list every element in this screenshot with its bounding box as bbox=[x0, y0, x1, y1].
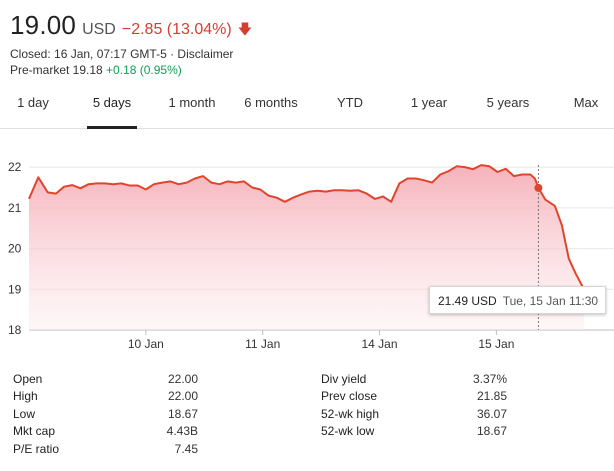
x-tick-label: 10 Jan bbox=[128, 337, 164, 351]
stat-row-low: Low 18.67 bbox=[13, 407, 198, 424]
tab-ytd[interactable]: YTD bbox=[337, 95, 363, 110]
stat-row-open: Open 22.00 bbox=[13, 372, 198, 389]
y-tick-label: 21 bbox=[8, 201, 22, 215]
stat-label: P/E ratio bbox=[13, 441, 60, 456]
disclaimer-link[interactable]: Disclaimer bbox=[177, 47, 234, 61]
current-price: 19.00 bbox=[10, 10, 77, 40]
stat-label: 52-wk low bbox=[321, 424, 375, 439]
tab-1-day[interactable]: 1 day bbox=[17, 95, 49, 110]
stat-label: Prev close bbox=[321, 389, 378, 404]
stat-row-div-yield: Div yield 3.37% bbox=[321, 372, 507, 389]
stat-value: 3.37% bbox=[472, 372, 507, 386]
stat-label: Mkt cap bbox=[13, 424, 56, 439]
stat-value: 4.43B bbox=[166, 424, 198, 439]
tooltip-date: Tue, 15 Jan 11:30 bbox=[502, 294, 599, 308]
stat-value: 7.45 bbox=[174, 441, 198, 456]
tab-1-year[interactable]: 1 year bbox=[410, 95, 448, 110]
highlight-point bbox=[534, 183, 543, 192]
stat-row-pe-ratio: P/E ratio 7.45 bbox=[13, 442, 198, 459]
stat-row-52wk-low: 52-wk low 18.67 bbox=[321, 424, 507, 441]
y-axis: 18 19 20 21 22 bbox=[8, 160, 22, 337]
tooltip-price: 21.49 USD bbox=[438, 294, 497, 308]
price-chart[interactable]: 10 Jan 11 Jan 14 Jan 15 Jan 18 19 20 21 22 bbox=[0, 150, 614, 360]
y-tick-label: 19 bbox=[8, 282, 22, 296]
tab-max[interactable]: Max bbox=[573, 95, 599, 110]
stat-label: Low bbox=[13, 406, 36, 421]
stat-value: 36.07 bbox=[476, 406, 507, 421]
stat-value: 22.00 bbox=[167, 372, 198, 386]
tab-5-years[interactable]: 5 years bbox=[486, 95, 530, 110]
tab-6-months[interactable]: 6 months bbox=[244, 95, 298, 110]
tab-5-days[interactable]: 5 days bbox=[87, 86, 137, 129]
quote-header: 19.00 USD −2.85 (13.04%) 🡇 Closed: 16 Ja… bbox=[10, 10, 252, 77]
tab-1-month[interactable]: 1 month bbox=[168, 95, 216, 110]
stat-row-high: High 22.00 bbox=[13, 389, 198, 406]
stat-label: High bbox=[13, 389, 38, 404]
arrow-down-icon: 🡇 bbox=[237, 21, 253, 37]
stats-right: Div yield 3.37% Prev close 21.85 52-wk hig… bbox=[321, 372, 507, 442]
price-line bbox=[28, 164, 585, 290]
y-tick-label: 18 bbox=[8, 323, 22, 337]
closed-info: Closed: 16 Jan, 07:17 GMT-5 · Disclaimer bbox=[10, 47, 252, 61]
stats-left: Open 22.00 High 22.00 Low 18.67 Mkt cap 4.43… bbox=[13, 372, 198, 459]
stat-label: Div yield bbox=[321, 372, 367, 386]
price-row: 19.00 USD −2.85 (13.04%) 🡇 bbox=[10, 10, 252, 43]
stat-label: Open bbox=[13, 372, 43, 386]
stat-value: 21.85 bbox=[476, 389, 507, 404]
x-tick-label: 15 Jan bbox=[478, 337, 514, 351]
range-tabs: 1 day 5 days 1 month 6 months YTD 1 year… bbox=[0, 86, 614, 129]
stat-row-52wk-high: 52-wk high 36.07 bbox=[321, 407, 507, 424]
x-tick-label: 11 Jan bbox=[245, 337, 280, 351]
currency-label: USD bbox=[82, 21, 116, 38]
price-change: −2.85 (13.04%) bbox=[121, 21, 232, 38]
chart-tooltip: 21.49 USD Tue, 15 Jan 11:30 bbox=[429, 286, 606, 314]
closed-text: Closed: 16 Jan, 07:17 GMT-5 · bbox=[10, 47, 178, 61]
stat-row-mkt-cap: Mkt cap 4.43B bbox=[13, 424, 198, 441]
y-tick-label: 22 bbox=[8, 160, 22, 174]
stat-value: 22.00 bbox=[167, 389, 198, 404]
premarket-label: Pre-market 19.18 bbox=[10, 63, 107, 77]
y-tick-label: 20 bbox=[8, 242, 22, 256]
x-tick-label: 14 Jan bbox=[362, 337, 398, 351]
stat-value: 18.67 bbox=[167, 406, 198, 421]
premarket-info: Pre-market 19.18 +0.18 (0.95%) bbox=[10, 63, 252, 77]
x-axis: 10 Jan 11 Jan 14 Jan 15 Jan bbox=[128, 330, 514, 351]
stat-label: 52-wk high bbox=[321, 406, 380, 421]
stat-value: 18.67 bbox=[476, 424, 507, 439]
premarket-change: +0.18 (0.95%) bbox=[106, 63, 182, 77]
stat-row-prev-close: Prev close 21.85 bbox=[321, 389, 507, 406]
